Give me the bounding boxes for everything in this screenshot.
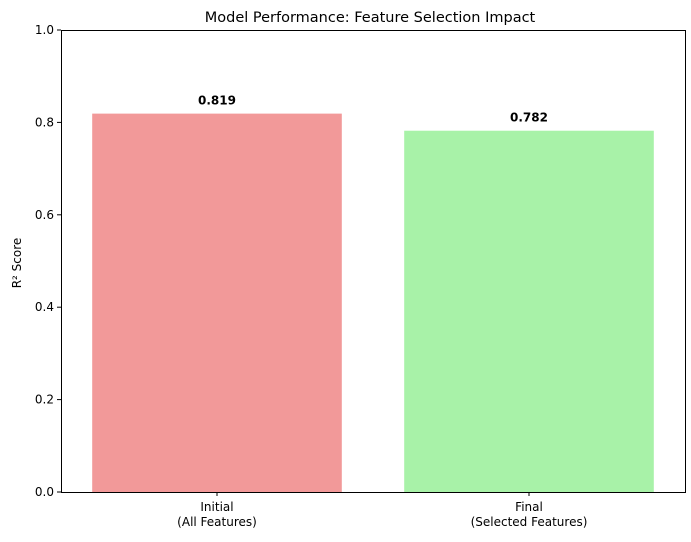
chart-title: Model Performance: Feature Selection Imp… xyxy=(205,10,536,26)
bar-1 xyxy=(404,130,654,492)
bar-0 xyxy=(92,113,342,492)
y-axis-label: R² Score xyxy=(10,238,24,289)
bars-group xyxy=(92,113,654,492)
plot-frame xyxy=(61,30,686,493)
data-label-0: 0.819 xyxy=(198,94,236,108)
y-tick-label-3: 0.6 xyxy=(35,208,54,222)
x-axis: Initial(All Features) Final(Selected Feat… xyxy=(177,492,587,529)
x-tick-label-0-1: (All Features) xyxy=(177,515,257,529)
data-labels-group: 0.819 0.782 xyxy=(198,94,548,125)
y-axis: 0.0 0.2 0.4 0.6 0.8 1.0 xyxy=(35,23,61,499)
y-tick-label-0: 0.0 xyxy=(35,485,54,499)
y-tick-label-1: 0.2 xyxy=(35,393,54,407)
y-tick-label-2: 0.4 xyxy=(35,300,54,314)
x-tick-label-1-0: Final xyxy=(515,500,543,514)
data-label-1: 0.782 xyxy=(510,111,548,125)
x-tick-label-0-0: Initial xyxy=(200,500,233,514)
x-tick-label-1-1: (Selected Features) xyxy=(471,515,588,529)
y-tick-label-4: 0.8 xyxy=(35,115,54,129)
y-tick-label-5: 1.0 xyxy=(35,23,54,37)
